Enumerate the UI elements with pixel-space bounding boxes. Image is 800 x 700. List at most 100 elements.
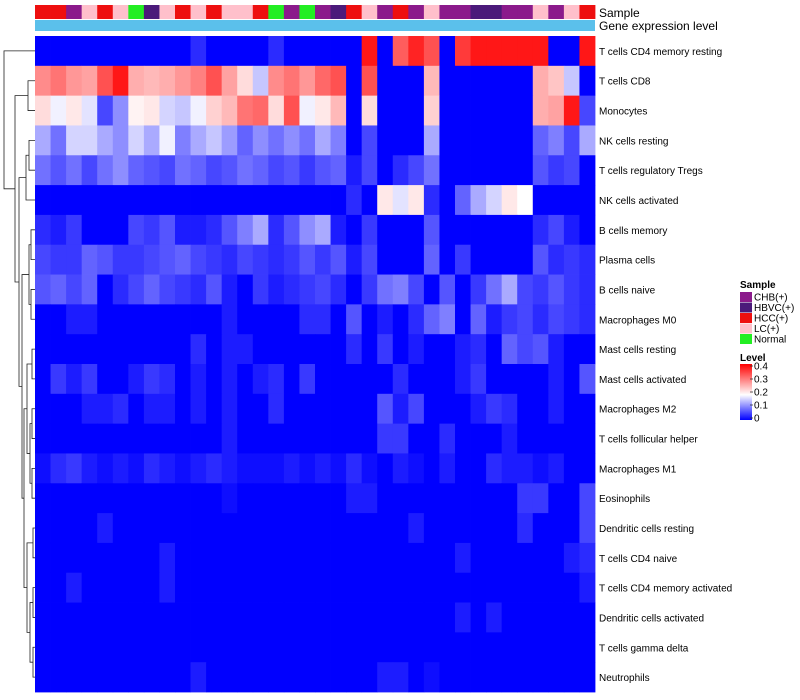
heatmap-cell <box>143 214 160 246</box>
heatmap-cell <box>299 453 316 484</box>
heatmap-cell <box>330 125 347 156</box>
annotation-cell <box>50 5 67 19</box>
heatmap-cell <box>377 334 394 365</box>
heatmap-cell <box>455 65 471 97</box>
heatmap-cell <box>392 244 409 275</box>
heatmap-cell <box>252 423 269 454</box>
row-label: Neutrophils <box>599 673 650 684</box>
heatmap-cell <box>361 602 378 633</box>
heatmap-cell <box>268 662 285 693</box>
heatmap-cell <box>128 125 145 156</box>
heatmap-cell <box>408 95 425 126</box>
heatmap-cell <box>392 364 409 395</box>
heatmap-cell <box>35 423 51 454</box>
heatmap-cell <box>548 214 565 246</box>
heatmap-cell <box>392 453 409 484</box>
heatmap-cell <box>423 65 440 97</box>
heatmap-cell <box>486 185 503 216</box>
heatmap-cell <box>143 513 160 544</box>
heatmap-cell <box>66 453 83 484</box>
row-label: Dendritic cells activated <box>599 613 704 624</box>
heatmap-cell <box>563 483 580 514</box>
heatmap-cell <box>159 185 176 216</box>
heatmap-cell <box>330 662 347 693</box>
heatmap-cell <box>361 304 378 335</box>
heatmap-cell <box>579 393 596 425</box>
heatmap-cell <box>190 95 207 126</box>
heatmap-cell <box>175 95 191 126</box>
heatmap-cell <box>159 453 176 484</box>
heatmap-cell <box>159 95 176 126</box>
row-label: T cells follicular helper <box>599 435 698 446</box>
heatmap-cell <box>221 334 238 365</box>
heatmap-cell <box>392 572 409 603</box>
heatmap-cell <box>237 423 254 454</box>
heatmap-cell <box>315 244 331 275</box>
heatmap-cell <box>206 214 223 246</box>
annotation-label-gene-expression: Gene expression level <box>599 19 718 33</box>
heatmap-cell <box>330 453 347 484</box>
heatmap-cell <box>190 304 207 335</box>
heatmap-cell <box>470 632 487 663</box>
heatmap-cell <box>501 453 518 484</box>
heatmap-cell <box>221 483 238 514</box>
heatmap-cell <box>206 393 223 425</box>
heatmap-cell <box>283 185 300 216</box>
heatmap-cell <box>252 453 269 484</box>
heatmap-cell <box>112 95 129 126</box>
heatmap-cell <box>470 65 487 97</box>
heatmap-cell <box>66 65 83 97</box>
dendrogram-branch <box>27 80 35 111</box>
heatmap-cell <box>330 36 347 67</box>
heatmap-cell <box>377 602 394 633</box>
heatmap-cell <box>377 632 394 663</box>
heatmap-cell <box>299 602 316 633</box>
heatmap-cell <box>206 304 223 335</box>
heatmap-cell <box>252 155 269 186</box>
annotation-cell <box>237 5 254 19</box>
heatmap-cell <box>423 542 440 574</box>
legend-label: CHB(+) <box>754 293 788 304</box>
heatmap-cell <box>97 65 114 97</box>
heatmap-cell <box>283 244 300 275</box>
annotation-cell <box>392 5 409 19</box>
heatmap-cell <box>159 632 176 663</box>
heatmap-cell <box>486 95 503 126</box>
heatmap-cell <box>206 632 223 663</box>
annotation-cell <box>579 5 596 19</box>
heatmap-cell <box>315 65 331 97</box>
heatmap-cell <box>283 125 300 156</box>
heatmap-cell <box>128 632 145 663</box>
heatmap-cell <box>392 65 409 97</box>
heatmap-cell <box>501 393 518 425</box>
annotation-cell <box>470 5 487 19</box>
dendrogram-branch <box>25 154 35 201</box>
heatmap-cell <box>252 214 269 246</box>
heatmap-cell <box>330 334 347 365</box>
heatmap-cell <box>470 244 487 275</box>
heatmap-cell <box>470 304 487 335</box>
heatmap-cell <box>470 453 487 484</box>
heatmap-cell <box>283 602 300 633</box>
heatmap-cell <box>252 334 269 365</box>
heatmap-cell <box>283 632 300 663</box>
heatmap-cell <box>159 542 176 574</box>
heatmap-cell <box>50 65 67 97</box>
annotation-cell <box>455 5 471 19</box>
heatmap-cell <box>299 95 316 126</box>
annotation-cell <box>159 5 176 19</box>
heatmap-cell <box>97 274 114 305</box>
heatmap-cell <box>486 513 503 544</box>
heatmap-cell <box>175 185 191 216</box>
heatmap-cell <box>283 542 300 574</box>
heatmap-cell <box>470 125 487 156</box>
heatmap-cell <box>517 214 534 246</box>
heatmap-cell <box>392 185 409 216</box>
annotation-cell <box>35 5 51 19</box>
heatmap-cell <box>268 304 285 335</box>
heatmap-cell <box>268 274 285 305</box>
heatmap-cell <box>346 513 363 544</box>
heatmap-cell <box>66 513 83 544</box>
row-label: T cells gamma delta <box>599 643 689 654</box>
